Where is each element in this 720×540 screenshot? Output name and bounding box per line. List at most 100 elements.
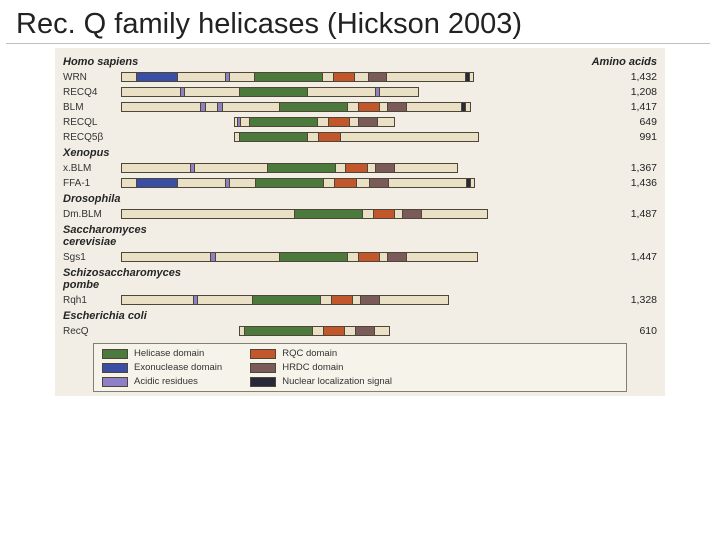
legend: Helicase domain Exonuclease domain Acidic … bbox=[93, 343, 627, 392]
protein-label: BLM bbox=[63, 102, 115, 113]
legend-label: Acidic residues bbox=[134, 376, 198, 387]
domain-segment bbox=[136, 178, 178, 188]
protein-row: WRN 1,432 bbox=[63, 71, 657, 83]
domain-segment bbox=[255, 178, 324, 188]
protein-label: Dm.BLM bbox=[63, 209, 115, 220]
aa-count: 1,417 bbox=[607, 101, 657, 113]
domain-segment bbox=[355, 326, 375, 336]
legend-label: HRDC domain bbox=[282, 362, 343, 373]
legend-item: Helicase domain bbox=[102, 348, 222, 359]
domain-segment bbox=[375, 163, 395, 173]
domain-segment bbox=[210, 252, 216, 262]
protein-track bbox=[121, 208, 491, 220]
legend-label: RQC domain bbox=[282, 348, 337, 359]
domain-segment bbox=[358, 252, 380, 262]
domain-segment bbox=[368, 72, 388, 82]
aa-count: 1,436 bbox=[607, 177, 657, 189]
protein-label: Rqh1 bbox=[63, 295, 115, 306]
legend-swatch bbox=[250, 363, 276, 373]
legend-item: Acidic residues bbox=[102, 376, 222, 387]
legend-swatch bbox=[102, 349, 128, 359]
legend-item: Exonuclease domain bbox=[102, 362, 222, 373]
aa-count: 1,432 bbox=[607, 71, 657, 83]
protein-track bbox=[121, 177, 491, 189]
legend-swatch bbox=[250, 377, 276, 387]
domain-segment bbox=[345, 163, 367, 173]
protein-label: Sgs1 bbox=[63, 252, 115, 263]
protein-track bbox=[121, 101, 491, 113]
protein-track bbox=[121, 86, 491, 98]
legend-swatch bbox=[102, 377, 128, 387]
domain-segment bbox=[237, 117, 241, 127]
protein-row: RECQ5β991 bbox=[63, 131, 657, 143]
protein-row: x.BLM1,367 bbox=[63, 162, 657, 174]
domain-segment bbox=[200, 102, 206, 112]
species-label: Xenopus bbox=[63, 147, 657, 159]
domain-segment bbox=[375, 87, 380, 97]
page-title: Rec. Q family helicases (Hickson 2003) bbox=[6, 0, 710, 44]
protein-label: WRN bbox=[63, 72, 115, 83]
domain-segment bbox=[369, 178, 389, 188]
domain-segment bbox=[466, 178, 471, 188]
domain-segment bbox=[239, 132, 308, 142]
legend-item: RQC domain bbox=[250, 348, 392, 359]
domain-segment bbox=[331, 295, 353, 305]
aa-count: 1,487 bbox=[607, 208, 657, 220]
domain-segment bbox=[225, 72, 230, 82]
legend-label: Helicase domain bbox=[134, 348, 204, 359]
protein-track bbox=[121, 116, 491, 128]
legend-swatch bbox=[102, 363, 128, 373]
domain-segment bbox=[328, 117, 350, 127]
protein-track bbox=[121, 251, 491, 263]
species-label: Escherichia coli bbox=[63, 310, 657, 322]
domain-segment bbox=[239, 87, 308, 97]
domain-segment bbox=[402, 209, 422, 219]
domain-segment bbox=[323, 326, 345, 336]
protein-label: RecQ bbox=[63, 326, 115, 337]
protein-row: RECQ41,208 bbox=[63, 86, 657, 98]
domain-segment bbox=[244, 326, 313, 336]
domain-segment bbox=[387, 102, 407, 112]
protein-row: FFA-1 1,436 bbox=[63, 177, 657, 189]
protein-label: FFA-1 bbox=[63, 178, 115, 189]
protein-domain-chart: Homo sapiensAmino acidsWRN1,432RECQ41,20… bbox=[55, 48, 665, 396]
legend-label: Nuclear localization signal bbox=[282, 376, 392, 387]
aa-count: 610 bbox=[607, 325, 657, 337]
domain-segment bbox=[387, 252, 407, 262]
protein-track bbox=[121, 162, 491, 174]
domain-segment bbox=[294, 209, 363, 219]
protein-track bbox=[121, 71, 491, 83]
legend-item: Nuclear localization signal bbox=[250, 376, 392, 387]
domain-segment bbox=[334, 178, 356, 188]
protein-track bbox=[121, 325, 491, 337]
protein-row: Sgs1 1,447 bbox=[63, 251, 657, 263]
domain-segment bbox=[193, 295, 198, 305]
domain-segment bbox=[254, 72, 323, 82]
protein-row: Dm.BLM 1,487 bbox=[63, 208, 657, 220]
domain-segment bbox=[225, 178, 230, 188]
domain-segment bbox=[249, 117, 318, 127]
species-label: Saccharomycescerevisiae bbox=[63, 224, 657, 248]
domain-segment bbox=[252, 295, 321, 305]
domain-segment bbox=[465, 72, 470, 82]
aa-count: 1,328 bbox=[607, 294, 657, 306]
domain-segment bbox=[217, 102, 223, 112]
domain-segment bbox=[373, 209, 395, 219]
domain-segment bbox=[279, 252, 348, 262]
aa-count: 1,367 bbox=[607, 162, 657, 174]
domain-segment bbox=[333, 72, 355, 82]
domain-segment bbox=[360, 295, 380, 305]
protein-label: RECQ5β bbox=[63, 132, 115, 143]
protein-label: RECQL bbox=[63, 117, 115, 128]
domain-segment bbox=[279, 102, 348, 112]
legend-swatch bbox=[250, 349, 276, 359]
protein-track bbox=[121, 131, 491, 143]
aa-count: 1,447 bbox=[607, 251, 657, 263]
domain-segment bbox=[358, 117, 378, 127]
domain-segment bbox=[461, 102, 466, 112]
domain-segment bbox=[267, 163, 336, 173]
legend-item: HRDC domain bbox=[250, 362, 392, 373]
aa-count: 649 bbox=[607, 116, 657, 128]
species-label: Drosophila bbox=[63, 193, 657, 205]
protein-label: RECQ4 bbox=[63, 87, 115, 98]
